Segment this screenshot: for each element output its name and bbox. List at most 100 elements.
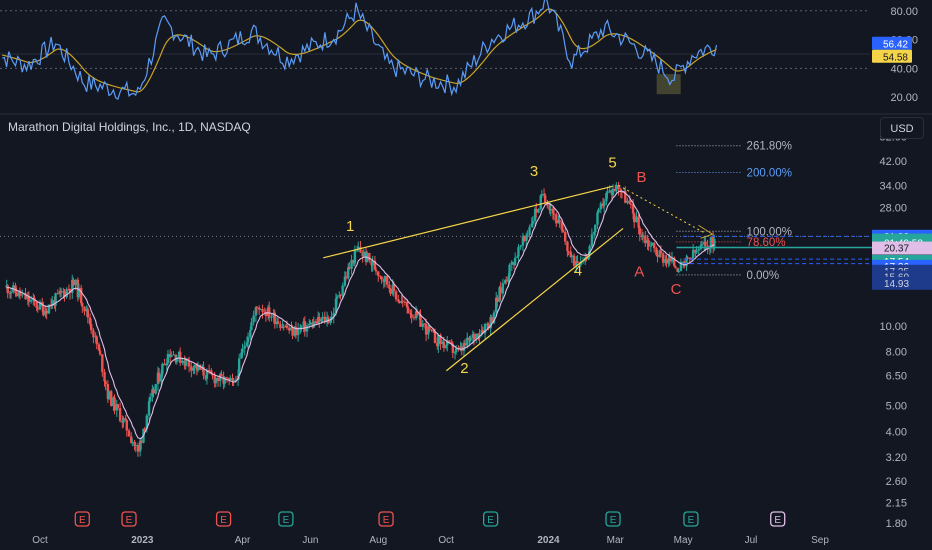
candle-body xyxy=(679,261,683,272)
candle-body xyxy=(154,384,157,394)
candle-body xyxy=(92,330,95,338)
candle-body xyxy=(579,261,582,265)
candle-body xyxy=(516,256,519,258)
candle-body xyxy=(133,441,136,447)
candle-body xyxy=(676,267,679,272)
candle-body xyxy=(160,374,163,382)
candle-body xyxy=(433,332,437,344)
candle-body xyxy=(231,378,234,381)
candle-body xyxy=(674,266,677,268)
price-labels: 21.8221.1101:49:5820.3717.5417.3617.3515… xyxy=(872,229,932,290)
price-tick: 42.00 xyxy=(879,156,907,168)
candle-body xyxy=(501,283,505,294)
candle-body xyxy=(505,280,508,282)
svg-text:E: E xyxy=(774,515,781,526)
candle-body xyxy=(353,250,357,264)
svg-text:E: E xyxy=(487,515,494,526)
candle-body xyxy=(347,267,350,279)
candle-body xyxy=(296,328,300,336)
earnings-badge-icon[interactable]: E xyxy=(278,511,294,527)
candle-body xyxy=(463,343,467,346)
candle-body xyxy=(237,358,241,376)
candle-body xyxy=(615,184,618,192)
candle-body xyxy=(641,235,645,238)
fib-level-label: 0.00% xyxy=(747,270,780,282)
candle-body xyxy=(469,337,472,341)
candle-body xyxy=(533,208,537,221)
earnings-badge-icon[interactable]: E xyxy=(605,511,621,527)
candle-body xyxy=(572,255,576,266)
candle-body xyxy=(432,329,436,333)
earnings-badge-icon[interactable]: E xyxy=(770,511,786,527)
earnings-badge-icon[interactable]: E xyxy=(378,511,394,527)
earnings-badge-icon[interactable]: E xyxy=(121,511,137,527)
candle-body xyxy=(165,363,169,366)
candle-body xyxy=(708,248,712,250)
candle-body xyxy=(318,316,321,322)
candle-body xyxy=(439,335,442,345)
candle-body xyxy=(187,360,191,367)
candle-body xyxy=(74,279,77,286)
candle-body xyxy=(668,257,671,262)
candle-body xyxy=(644,235,647,244)
candle-body xyxy=(617,184,620,190)
candle-body xyxy=(259,309,262,311)
wave-label: 5 xyxy=(608,154,616,171)
candle-body xyxy=(38,302,42,310)
fib-level-label: 100.00% xyxy=(747,226,792,238)
candle-body xyxy=(619,189,623,192)
candle-body xyxy=(596,212,599,225)
candle-body xyxy=(576,261,579,264)
candle-body xyxy=(329,319,332,323)
earnings-badge-icon[interactable]: E xyxy=(482,511,499,527)
candle-body xyxy=(288,327,291,331)
time-tick: Apr xyxy=(235,535,251,546)
candle-body xyxy=(193,364,196,368)
candle-body xyxy=(388,284,391,289)
candle-body xyxy=(508,264,511,277)
candle-body xyxy=(647,240,650,247)
candle-body xyxy=(258,307,261,310)
wave-label: 1 xyxy=(346,218,354,235)
candle-body xyxy=(83,306,86,312)
candle-body xyxy=(522,236,526,242)
candle-body xyxy=(599,203,602,210)
candle-body xyxy=(466,337,469,346)
candle-body xyxy=(629,203,633,205)
candle-body xyxy=(334,298,338,313)
candle-body xyxy=(409,313,412,315)
earnings-badge-icon[interactable]: E xyxy=(74,511,90,527)
oscillator-line xyxy=(2,0,718,100)
candle-body xyxy=(35,301,38,308)
candle-body xyxy=(341,285,344,296)
candle-body xyxy=(543,195,547,203)
candle-body xyxy=(677,271,680,273)
earnings-badge-icon[interactable]: E xyxy=(215,511,232,527)
candle-body xyxy=(398,301,401,303)
candle-body xyxy=(569,251,572,258)
candle-body xyxy=(685,257,688,267)
currency-button[interactable]: USD xyxy=(880,117,924,139)
moving-average xyxy=(6,190,715,440)
time-tick: Jun xyxy=(302,535,318,546)
price-tick: 1.80 xyxy=(886,518,907,530)
candle-body xyxy=(56,293,60,295)
time-axis[interactable]: Oct 2023 Apr Jun Aug Oct 2024 Mar May Jul Sep xyxy=(32,535,829,546)
candle-body xyxy=(540,194,544,196)
candle-body xyxy=(312,321,315,328)
earnings-badge-icon[interactable]: E xyxy=(683,511,699,527)
candle-body xyxy=(282,326,285,328)
upper-channel-line xyxy=(323,185,613,259)
candle-body xyxy=(77,287,81,298)
candle-body xyxy=(65,289,68,298)
candle-body xyxy=(587,255,590,260)
candle-body xyxy=(110,391,113,407)
candle-body xyxy=(107,391,111,399)
candle-body xyxy=(270,316,273,318)
candle-body xyxy=(656,255,659,257)
candle-body xyxy=(368,252,371,261)
candle-body xyxy=(665,259,668,264)
candle-body xyxy=(136,445,140,452)
